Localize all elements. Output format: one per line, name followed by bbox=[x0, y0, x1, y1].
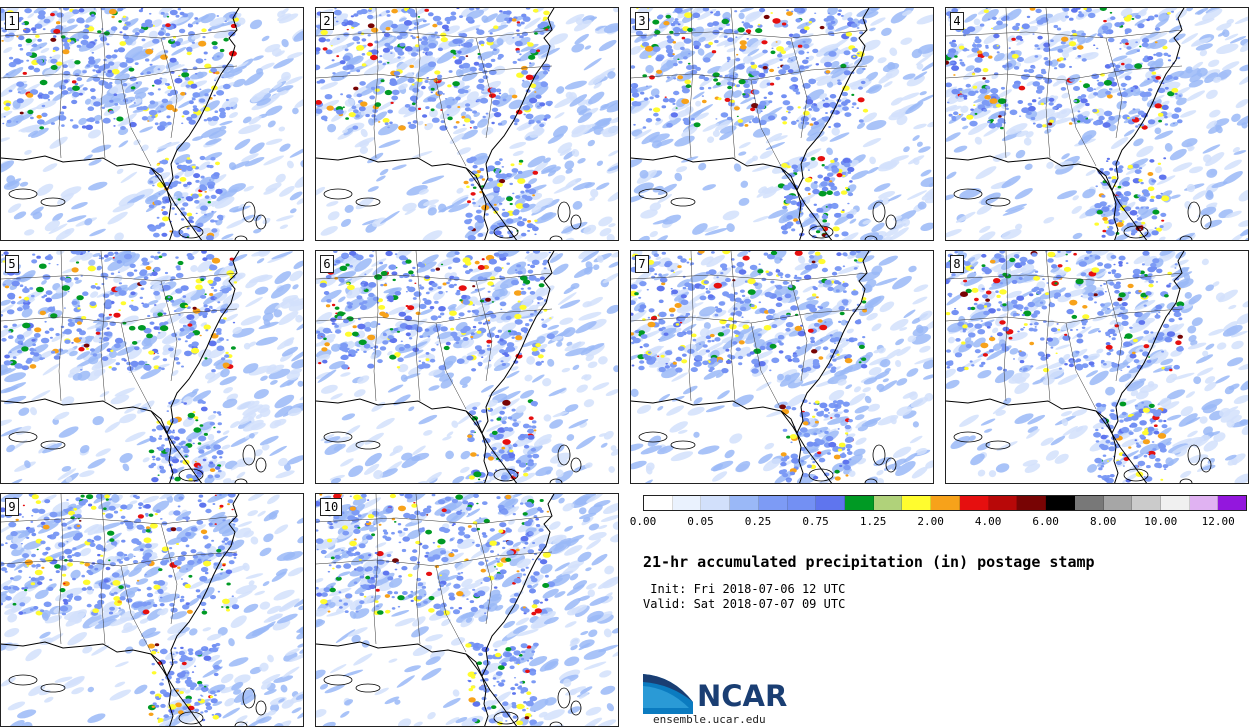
precipitation-map-icon bbox=[316, 251, 618, 483]
colorbar-segment bbox=[1103, 496, 1133, 510]
website-url: ensemble.ucar.edu bbox=[653, 713, 766, 726]
colorbar-tick: 0.05 bbox=[687, 515, 714, 528]
precipitation-map-icon bbox=[946, 8, 1248, 240]
ensemble-member-panel: 5 bbox=[0, 250, 304, 484]
ensemble-member-panel: 1 bbox=[0, 7, 304, 241]
colorbar-tick: 2.00 bbox=[917, 515, 944, 528]
colorbar-segment bbox=[959, 496, 989, 510]
ensemble-member-panel: 7 bbox=[630, 250, 934, 484]
colorbar-segment bbox=[1160, 496, 1190, 510]
ensemble-member-panel: 6 bbox=[315, 250, 619, 484]
colorbar-tick: 0.00 bbox=[629, 515, 657, 528]
colorbar-tick: 0.75 bbox=[802, 515, 829, 528]
ensemble-member-panel: 9 bbox=[0, 493, 304, 727]
precipitation-map-icon bbox=[1, 494, 303, 726]
panel-number-label: 4 bbox=[950, 12, 964, 30]
colorbar-segment bbox=[902, 496, 932, 510]
panel-number-label: 2 bbox=[320, 12, 334, 30]
panel-number-label: 5 bbox=[5, 255, 19, 273]
colorbar-segment bbox=[1017, 496, 1047, 510]
panel-number-label: 3 bbox=[635, 12, 649, 30]
colorbar-segment bbox=[1046, 496, 1075, 510]
panel-number-label: 8 bbox=[950, 255, 964, 273]
colorbar-tick: 4.00 bbox=[974, 515, 1002, 528]
precipitation-map-icon bbox=[946, 251, 1248, 483]
precipitation-map-icon bbox=[316, 494, 618, 726]
init-time: Init: Fri 2018-07-06 12 UTC bbox=[643, 582, 846, 596]
colorbar-tick: 1.25 bbox=[859, 515, 887, 528]
ensemble-member-panel: 10 bbox=[315, 493, 619, 727]
panel-number-label: 7 bbox=[635, 255, 649, 273]
precipitation-map-icon bbox=[631, 251, 933, 483]
precipitation-map-icon bbox=[1, 8, 303, 240]
ensemble-member-panel: 8 bbox=[945, 250, 1249, 484]
ensemble-member-panel: 4 bbox=[945, 7, 1249, 241]
precipitation-map-icon bbox=[316, 8, 618, 240]
chart-title: 21-hr accumulated precipitation (in) pos… bbox=[643, 553, 1095, 571]
ensemble-member-panel: 2 bbox=[315, 7, 619, 241]
colorbar-segment bbox=[1189, 496, 1219, 510]
colorbar-segment bbox=[672, 496, 702, 510]
colorbar-segment bbox=[816, 496, 846, 510]
precipitation-map-icon bbox=[631, 8, 933, 240]
panel-number-label: 10 bbox=[320, 498, 342, 516]
colorbar-segment bbox=[845, 496, 874, 510]
colorbar-segment bbox=[701, 496, 731, 510]
colorbar-segment bbox=[758, 496, 788, 510]
colorbar-tick: 10.00 bbox=[1144, 515, 1178, 528]
colorbar-segment bbox=[1218, 496, 1247, 510]
colorbar-tick: 0.25 bbox=[744, 515, 772, 528]
colorbar-segment bbox=[730, 496, 759, 510]
ncar-logo-icon bbox=[643, 674, 693, 714]
logo-text: NCAR bbox=[697, 679, 788, 713]
precipitation-map-icon bbox=[1, 251, 303, 483]
colorbar-tick: 8.00 bbox=[1089, 515, 1117, 528]
ensemble-member-panel: 3 bbox=[630, 7, 934, 241]
precipitation-colorbar bbox=[643, 495, 1247, 511]
panel-number-label: 6 bbox=[320, 255, 334, 273]
colorbar-segment bbox=[873, 496, 903, 510]
colorbar-segment bbox=[1074, 496, 1104, 510]
colorbar-segment bbox=[988, 496, 1018, 510]
colorbar-segment bbox=[787, 496, 817, 510]
colorbar-segment bbox=[644, 496, 673, 510]
colorbar-segment bbox=[931, 496, 960, 510]
colorbar-tick: 6.00 bbox=[1032, 515, 1059, 528]
colorbar-segment bbox=[1132, 496, 1161, 510]
valid-time: Valid: Sat 2018-07-07 09 UTC bbox=[643, 597, 846, 611]
panel-number-label: 1 bbox=[5, 12, 19, 30]
colorbar-tick: 12.00 bbox=[1201, 515, 1235, 528]
panel-number-label: 9 bbox=[5, 498, 19, 516]
